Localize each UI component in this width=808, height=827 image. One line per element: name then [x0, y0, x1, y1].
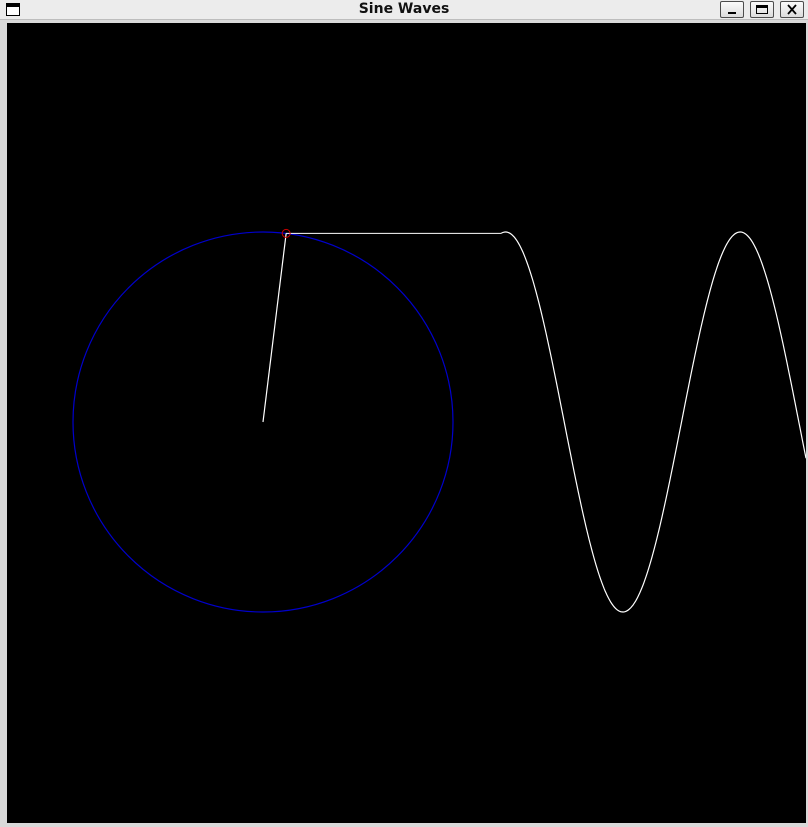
sine-scene — [72, 228, 806, 613]
title-bar[interactable]: Sine Waves — [0, 0, 808, 20]
minimize-button[interactable] — [720, 1, 744, 18]
window-title: Sine Waves — [358, 1, 450, 17]
unit-circle — [72, 231, 454, 613]
sine-wave — [500, 231, 806, 613]
minimize-icon — [728, 12, 736, 14]
close-icon — [787, 4, 797, 15]
drawing-canvas — [7, 23, 806, 823]
maximize-icon — [756, 5, 768, 14]
maximize-button[interactable] — [750, 1, 774, 18]
window-icon[interactable] — [6, 3, 20, 16]
close-button[interactable] — [780, 1, 804, 18]
radius-line — [262, 233, 287, 423]
point-marker — [281, 228, 291, 238]
